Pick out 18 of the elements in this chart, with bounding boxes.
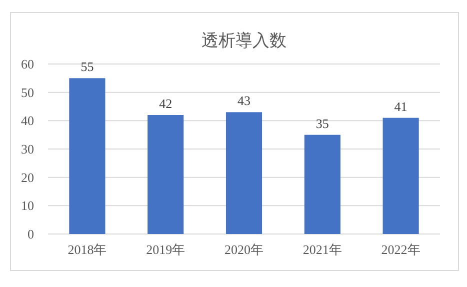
y-tick-label: 40 [21, 113, 34, 128]
x-tick-label: 2022年 [381, 242, 420, 257]
data-label: 42 [159, 96, 172, 111]
data-label: 41 [394, 98, 408, 114]
y-tick-label: 60 [21, 56, 34, 72]
x-tick-label: 2020年 [224, 242, 264, 257]
y-tick-label: 20 [21, 170, 34, 185]
y-tick-label: 10 [21, 198, 34, 214]
x-tick-label: 2018年 [68, 242, 107, 257]
y-tick-label: 50 [21, 84, 34, 100]
y-tick-label: 30 [21, 142, 34, 156]
y-tick-label: 0 [28, 226, 34, 242]
x-tick-label: 2021年 [302, 242, 342, 257]
x-tick-label: 2019年 [146, 242, 186, 257]
data-label: 43 [238, 93, 250, 108]
data-label: 55 [80, 59, 94, 74]
title: 透析導入数 [202, 31, 286, 50]
data-label: 35 [316, 116, 329, 131]
